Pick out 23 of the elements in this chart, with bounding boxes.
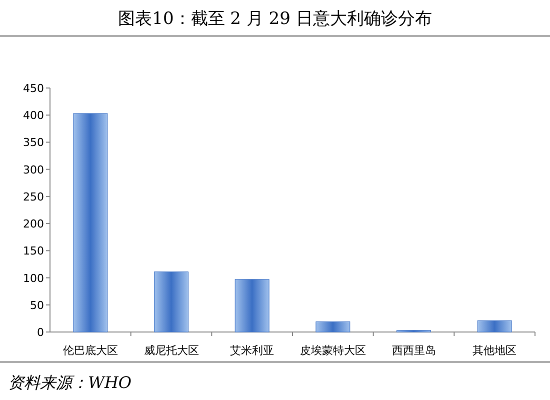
x-tick-label: 皮埃蒙特大区 (300, 344, 366, 357)
x-tick-label: 其他地区 (472, 344, 517, 357)
y-tick-label: 50 (30, 298, 44, 312)
y-tick-label: 200 (23, 218, 44, 231)
y-tick-label: 0 (37, 326, 44, 339)
bar (477, 320, 512, 332)
y-tick-label: 450 (23, 82, 44, 95)
chart-title: 图表10：截至 2 月 29 日意大利确诊分布 (118, 9, 432, 29)
bar (154, 272, 188, 332)
y-tick-label: 350 (23, 136, 44, 150)
y-tick-label: 100 (23, 272, 44, 285)
y-tick-label: 300 (23, 163, 44, 176)
bar (234, 279, 270, 332)
x-tick-label: 威尼托大区 (144, 344, 199, 357)
bar (316, 321, 350, 332)
x-tick-label: 伦巴底大区 (62, 344, 118, 357)
y-tick-label: 400 (23, 109, 44, 122)
x-tick-label: 西西里岛 (392, 344, 436, 357)
y-tick-label: 250 (23, 190, 44, 204)
bar (73, 113, 108, 332)
text: 资料来源：WHO (8, 373, 132, 392)
x-tick-label: 艾米利亚 (230, 344, 274, 357)
y-tick-label: 150 (23, 244, 44, 258)
